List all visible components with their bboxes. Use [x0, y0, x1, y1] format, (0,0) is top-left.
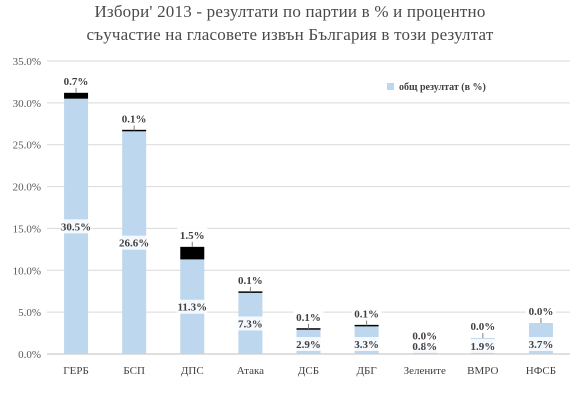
data-label-bg — [351, 337, 382, 351]
y-tick-label: 30.0% — [13, 98, 41, 110]
y-tick-label: 0.0% — [18, 349, 41, 361]
data-label-total: 11.3% — [177, 302, 207, 314]
data-label-bg — [235, 273, 266, 288]
data-label-total: 7.3% — [238, 318, 263, 330]
x-tick-label: ДСБ — [298, 365, 319, 377]
data-label-total: 3.3% — [354, 339, 379, 351]
data-label-bg — [119, 111, 150, 126]
x-tick-label: БСП — [123, 365, 145, 377]
bar-abroad — [180, 246, 205, 260]
data-label-abroad: 0.7% — [64, 76, 89, 88]
y-tick-label: 5.0% — [18, 307, 41, 319]
data-label-total: 2.9% — [296, 339, 321, 351]
y-tick-label: 25.0% — [13, 140, 41, 152]
bar-abroad — [238, 291, 263, 293]
x-tick-label: НФСБ — [526, 365, 556, 377]
data-label-total: 1.9% — [470, 341, 495, 353]
data-label-bg — [61, 219, 92, 234]
y-tick-label: 15.0% — [13, 223, 41, 235]
data-label-abroad: 0.1% — [238, 275, 263, 287]
x-tick-label: ДПС — [181, 365, 204, 377]
chart-title-line-2: съучастие на гласовете извън България в … — [86, 25, 494, 44]
x-tick-label: Атака — [237, 365, 264, 377]
data-label-abroad: 0.1% — [122, 113, 147, 125]
data-label-bg — [409, 328, 440, 343]
data-label-bg — [119, 235, 150, 250]
y-tick-label: 10.0% — [13, 265, 41, 277]
data-label-bg — [525, 304, 556, 319]
y-tick-label: 35.0% — [13, 56, 41, 68]
data-label-abroad: 0.0% — [529, 306, 554, 318]
data-label-bg — [467, 339, 498, 353]
x-tick-label: Зелените — [404, 365, 446, 377]
data-label-total: 3.7% — [529, 339, 554, 351]
data-label-total: 26.6% — [119, 238, 149, 250]
x-tick-label: ВМРО — [467, 365, 498, 377]
legend-swatch — [387, 83, 394, 90]
data-label-abroad: 0.1% — [354, 309, 379, 321]
data-label-abroad: 0.0% — [412, 330, 437, 342]
data-label-bg — [351, 306, 382, 321]
legend-label: общ резултат (в %) — [399, 82, 486, 93]
data-label-bg — [177, 299, 208, 314]
y-tick-label: 20.0% — [13, 182, 41, 194]
data-label-bg — [235, 316, 266, 331]
data-label-bg — [177, 227, 208, 242]
bar-abroad — [64, 92, 89, 99]
bar-abroad — [122, 129, 147, 132]
data-label-bg — [61, 73, 92, 88]
chart-title-line-1: Избори' 2013 - резултати по партии в % и… — [94, 2, 486, 21]
x-tick-label: ДБГ — [357, 365, 377, 377]
data-label-bg — [467, 319, 498, 334]
x-tick-label: ГЕРБ — [63, 365, 89, 377]
data-label-bg — [293, 309, 324, 324]
data-label-abroad: 0.0% — [470, 321, 495, 333]
bar-abroad — [296, 328, 321, 330]
data-label-abroad: 0.1% — [296, 312, 321, 324]
bar-abroad — [354, 324, 379, 327]
data-label-total: 30.5% — [61, 221, 91, 233]
data-label-bg — [293, 337, 324, 351]
data-label-bg — [525, 337, 556, 351]
data-label-abroad: 1.5% — [180, 230, 205, 242]
